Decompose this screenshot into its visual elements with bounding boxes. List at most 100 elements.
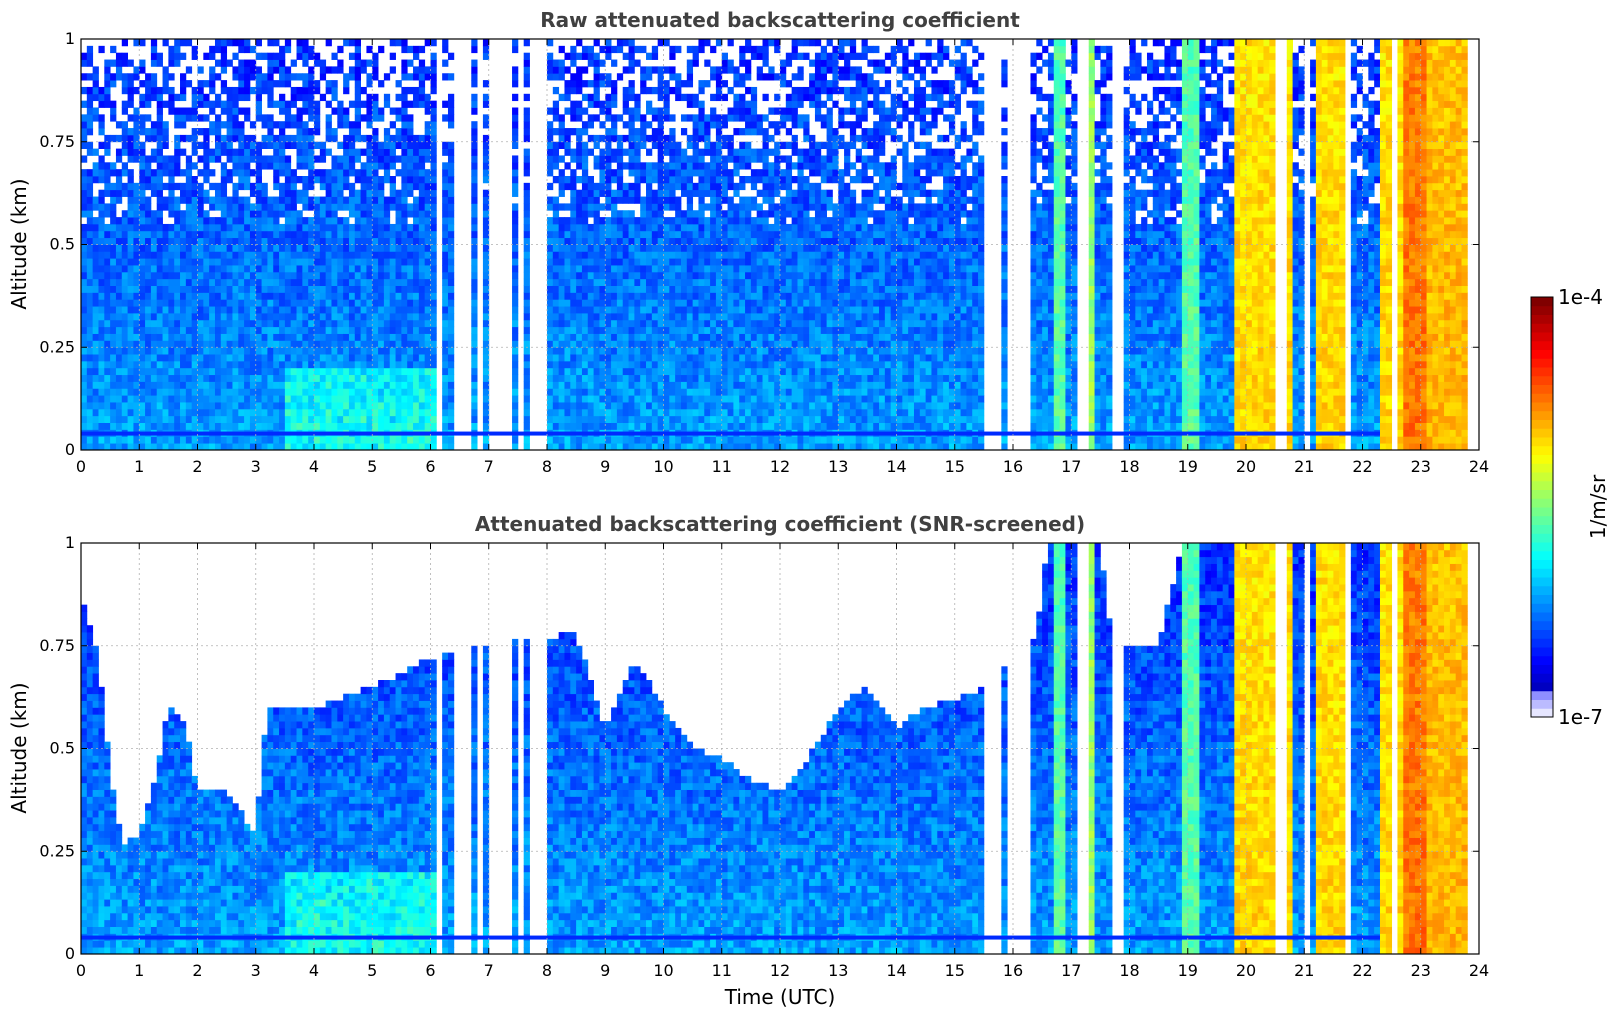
heatmap-cell [180, 134, 187, 143]
heatmap-cell [424, 155, 431, 163]
heatmap-cell [104, 86, 111, 95]
heatmap-cell [704, 230, 711, 239]
heatmap-cell [81, 395, 88, 403]
heatmap-cell [622, 333, 629, 341]
heatmap-cell [343, 292, 350, 300]
heatmap-cell [156, 223, 163, 232]
heatmap-cell [447, 100, 455, 108]
heatmap-cell [110, 278, 117, 286]
heatmap-cell [430, 292, 437, 300]
heatmap-cell [378, 422, 385, 430]
heatmap-cell [378, 203, 385, 211]
heatmap-cell [168, 258, 175, 266]
heatmap-cell [611, 59, 618, 67]
heatmap-cell [214, 443, 222, 451]
heatmap-cell [244, 223, 251, 232]
heatmap-cell [640, 408, 647, 417]
heatmap-cell [209, 203, 216, 211]
heatmap-cell [267, 121, 274, 129]
heatmap-cell [512, 244, 519, 252]
heatmap-cell [214, 244, 222, 252]
heatmap-cell [407, 395, 414, 403]
heatmap-cell [686, 388, 694, 396]
heatmap-cell [168, 340, 175, 348]
heatmap-cell [302, 258, 309, 266]
heatmap-cell [296, 73, 303, 81]
heatmap-cell [663, 340, 670, 348]
heatmap-cell [646, 402, 653, 410]
heatmap-cell [692, 395, 699, 403]
heatmap-cell [669, 285, 676, 293]
heatmap-cell [395, 155, 402, 163]
heatmap-cell [430, 402, 437, 410]
heatmap-cell [401, 347, 408, 355]
heatmap-cell [616, 73, 624, 81]
heatmap-cell [482, 313, 490, 321]
heatmap-cell [203, 326, 210, 334]
heatmap-cell [92, 299, 99, 307]
heatmap-cell [383, 313, 391, 321]
heatmap-cell [290, 189, 297, 197]
heatmap-cell [482, 388, 490, 396]
heatmap-cell [686, 189, 694, 197]
heatmap-cell [331, 80, 338, 88]
heatmap-cell [646, 196, 653, 204]
heatmap-cell [296, 148, 303, 156]
heatmap-cell [424, 285, 431, 293]
heatmap-cell [191, 319, 198, 328]
heatmap-cell [651, 107, 659, 115]
heatmap-cell [680, 402, 688, 410]
heatmap-cell [110, 134, 117, 143]
heatmap-cell [354, 443, 361, 451]
heatmap-cell [261, 408, 268, 417]
heatmap-cell [168, 285, 175, 293]
heatmap-cell [704, 39, 711, 47]
heatmap-cell [366, 182, 373, 191]
heatmap-cell [366, 402, 373, 410]
heatmap-cell [220, 59, 228, 67]
heatmap-cell [261, 278, 268, 286]
heatmap-cell [284, 80, 292, 88]
heatmap-cell [174, 299, 181, 307]
heatmap-cell [127, 114, 134, 122]
heatmap-cell [121, 73, 129, 81]
heatmap-cell [401, 258, 408, 266]
heatmap-cell [657, 278, 664, 286]
heatmap-cell [185, 258, 193, 266]
heatmap-cell [564, 360, 571, 369]
heatmap-cell [547, 121, 554, 129]
heatmap-cell [389, 374, 396, 382]
heatmap-cell [343, 251, 350, 259]
heatmap-cell [255, 271, 262, 280]
heatmap-cell [325, 415, 332, 423]
heatmap-cell [209, 415, 216, 423]
heatmap-cell [581, 313, 589, 321]
heatmap-cell [657, 443, 664, 451]
heatmap-cell [174, 374, 181, 382]
heatmap-cell [634, 443, 641, 451]
heatmap-cell [372, 340, 379, 348]
heatmap-cell [599, 203, 606, 211]
heatmap-cell [710, 292, 717, 300]
heatmap-cell [669, 347, 676, 355]
heatmap-cell [325, 251, 332, 259]
heatmap-cell [81, 258, 88, 266]
heatmap-cell [680, 169, 688, 177]
heatmap-cell [570, 73, 577, 81]
heatmap-cell [220, 223, 228, 232]
heatmap-cell [348, 319, 356, 328]
heatmap-cell [174, 367, 181, 376]
heatmap-cell [174, 39, 181, 47]
heatmap-cell [162, 436, 169, 444]
heatmap-cell [290, 258, 297, 266]
heatmap-cell [308, 333, 315, 341]
heatmap-cell [214, 415, 222, 423]
heatmap-cell [401, 155, 408, 163]
heatmap-cell [98, 230, 105, 239]
heatmap-cell [360, 100, 367, 108]
heatmap-cell [180, 367, 187, 376]
heatmap-cell [296, 443, 303, 451]
heatmap-cell [430, 39, 437, 47]
heatmap-cell [203, 189, 210, 197]
heatmap-cell [401, 402, 408, 410]
